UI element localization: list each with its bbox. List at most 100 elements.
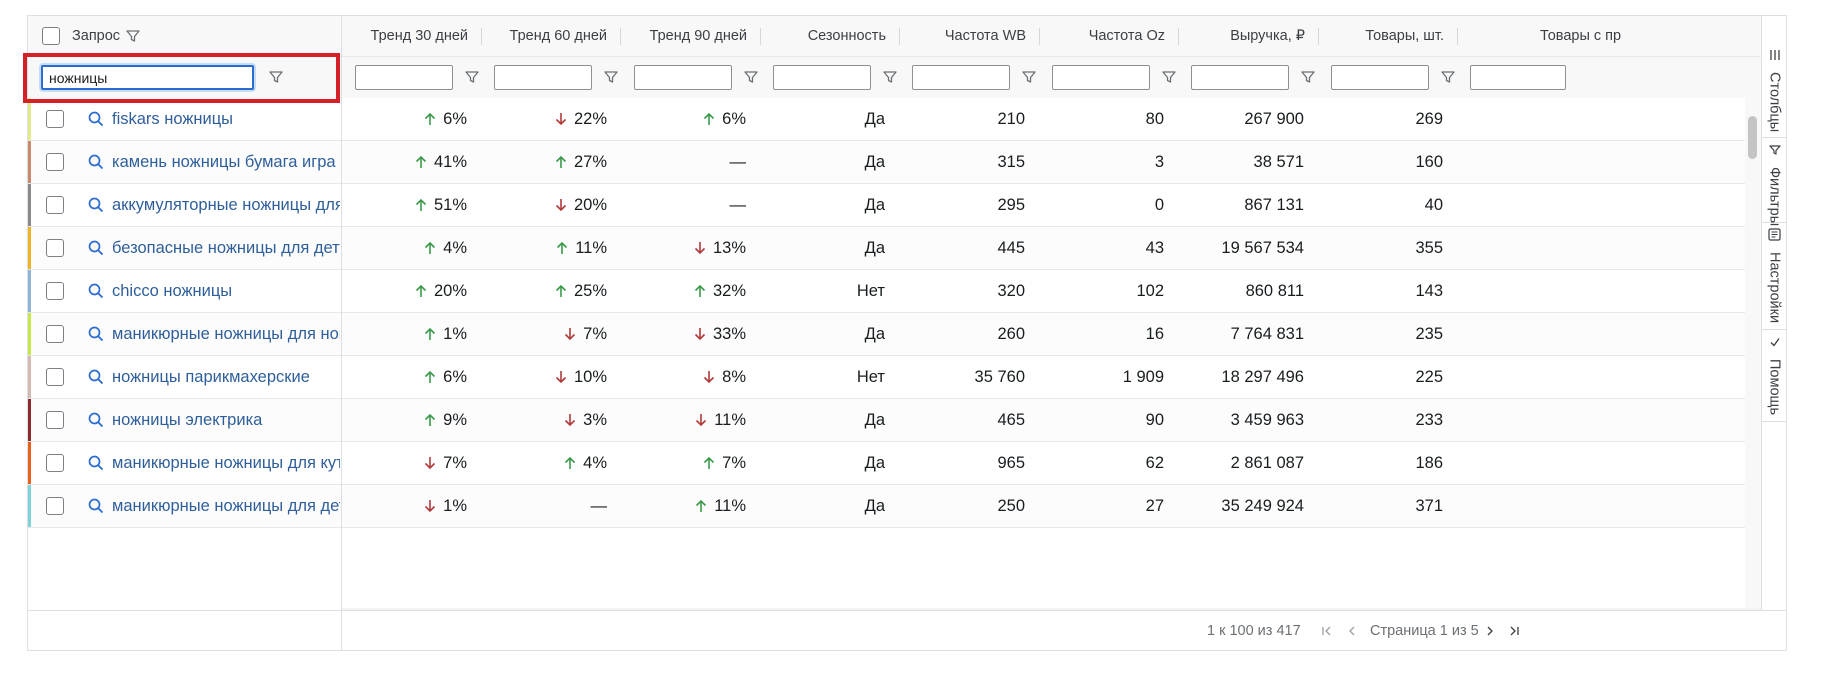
search-icon[interactable] — [88, 412, 104, 428]
filter-icon[interactable] — [268, 69, 284, 85]
table-row[interactable]: маникюрные ножницы для детей 1% — 11% Да 250 2… — [28, 485, 1761, 528]
column-header-season[interactable]: Сезонность — [761, 16, 900, 56]
goods-sales-filter-input[interactable] — [1470, 65, 1566, 90]
query-link[interactable]: камень ножницы бумага игра — [112, 152, 336, 171]
trend90-filter-input[interactable] — [634, 65, 732, 90]
filter-icon[interactable] — [1440, 69, 1456, 85]
last-page-icon[interactable] — [1504, 621, 1524, 641]
table-row[interactable]: аккумуляторные ножницы для травы 51% 20% — Д… — [28, 184, 1761, 227]
column-header-freq-oz[interactable]: Частота Oz — [1040, 16, 1179, 56]
search-icon[interactable] — [88, 498, 104, 514]
vertical-scrollbar[interactable] — [1745, 98, 1761, 608]
filter-icon[interactable] — [1300, 69, 1316, 85]
filter-icon[interactable] — [1021, 69, 1037, 85]
query-cell[interactable]: ножницы электрика — [88, 399, 340, 441]
side-button-settings[interactable]: Настройки — [1762, 222, 1786, 330]
table-row[interactable]: маникюрные ножницы для кутикулы 7% 4% 7% Да 9… — [28, 442, 1761, 485]
trend30-filter-input[interactable] — [355, 65, 453, 90]
query-link[interactable]: chicco ножницы — [112, 281, 233, 300]
side-button-filters[interactable]: Фильтры — [1762, 137, 1786, 226]
column-header-goods[interactable]: Товары, шт. — [1319, 16, 1458, 56]
column-resize-handle[interactable] — [1178, 28, 1179, 45]
query-cell[interactable]: аккумуляторные ножницы для травы — [88, 184, 340, 226]
query-filter-input[interactable] — [41, 65, 254, 90]
freq-oz-filter-input[interactable] — [1052, 65, 1150, 90]
search-icon[interactable] — [88, 283, 104, 299]
row-checkbox[interactable] — [46, 411, 64, 429]
column-resize-handle[interactable] — [620, 28, 621, 45]
query-cell[interactable]: маникюрные ножницы для кутикулы — [88, 442, 340, 484]
column-resize-handle[interactable] — [899, 28, 900, 45]
query-cell[interactable]: маникюрные ножницы для детей — [88, 485, 340, 527]
query-cell[interactable]: chicco ножницы — [88, 270, 340, 312]
row-checkbox[interactable] — [46, 110, 64, 128]
side-button-help[interactable]: Помощь — [1762, 329, 1786, 422]
query-link[interactable]: маникюрные ножницы для кутикулы — [112, 453, 340, 472]
table-row[interactable]: ножницы парикмахерские 6% 10% 8% Нет 35 760 1 … — [28, 356, 1761, 399]
search-icon[interactable] — [88, 197, 104, 213]
search-icon[interactable] — [88, 240, 104, 256]
trend60-filter-input[interactable] — [494, 65, 592, 90]
filter-icon[interactable] — [464, 69, 480, 85]
column-resize-handle[interactable] — [1457, 28, 1458, 45]
side-button-columns[interactable]: Столбцы — [1762, 42, 1786, 138]
row-checkbox[interactable] — [46, 196, 64, 214]
column-header-query[interactable]: Запрос — [28, 16, 341, 56]
search-icon[interactable] — [88, 154, 104, 170]
query-link[interactable]: ножницы электрика — [112, 410, 263, 429]
search-icon[interactable] — [88, 326, 104, 342]
freq-wb-cell: 465 — [997, 399, 1025, 441]
column-header-trend30[interactable]: Тренд 30 дней — [342, 16, 482, 56]
table-row[interactable]: безопасные ножницы для детей 4% 11% 13% Да 44… — [28, 227, 1761, 270]
next-page-icon[interactable] — [1480, 621, 1500, 641]
query-cell[interactable]: маникюрные ножницы для ногтей — [88, 313, 340, 355]
query-cell[interactable]: fiskars ножницы — [88, 98, 340, 140]
goods-filter-input[interactable] — [1331, 65, 1429, 90]
query-link[interactable]: маникюрные ножницы для детей — [112, 496, 340, 515]
row-checkbox[interactable] — [46, 454, 64, 472]
column-header-trend90[interactable]: Тренд 90 дней — [621, 16, 761, 56]
query-cell[interactable]: безопасные ножницы для детей — [88, 227, 340, 269]
row-checkbox[interactable] — [46, 325, 64, 343]
select-all-checkbox[interactable] — [42, 27, 60, 45]
season-filter-input[interactable] — [773, 65, 871, 90]
column-header-revenue[interactable]: Выручка, ₽ — [1179, 16, 1319, 56]
search-icon[interactable] — [88, 369, 104, 385]
revenue-filter-input[interactable] — [1191, 65, 1289, 90]
query-link[interactable]: fiskars ножницы — [112, 109, 234, 128]
column-header-freq-wb[interactable]: Частота WB — [900, 16, 1040, 56]
table-row[interactable]: ножницы электрика 9% 3% 11% Да 465 90 3 459 963… — [28, 399, 1761, 442]
query-link[interactable]: маникюрные ножницы для ногтей — [112, 324, 340, 343]
column-resize-handle[interactable] — [1318, 28, 1319, 45]
row-checkbox[interactable] — [46, 282, 64, 300]
first-page-icon[interactable] — [1317, 621, 1337, 641]
row-checkbox[interactable] — [46, 153, 64, 171]
column-resize-handle[interactable] — [481, 28, 482, 45]
freq-wb-filter-input[interactable] — [912, 65, 1010, 90]
query-link[interactable]: безопасные ножницы для детей — [112, 238, 340, 257]
column-header-goods-sales[interactable]: Товары с пр — [1458, 16, 1761, 56]
column-resize-handle[interactable] — [1039, 28, 1040, 45]
vertical-scrollbar-thumb[interactable] — [1748, 116, 1757, 159]
row-checkbox[interactable] — [46, 368, 64, 386]
query-cell[interactable]: камень ножницы бумага игра — [88, 141, 340, 183]
search-icon[interactable] — [88, 111, 104, 127]
column-header-trend60[interactable]: Тренд 60 дней — [482, 16, 621, 56]
previous-page-icon[interactable] — [1342, 621, 1362, 641]
filter-active-icon[interactable] — [126, 29, 140, 43]
table-row[interactable]: маникюрные ножницы для ногтей 1% 7% 33% Да 26… — [28, 313, 1761, 356]
row-checkbox[interactable] — [46, 497, 64, 515]
filter-icon[interactable] — [1161, 69, 1177, 85]
table-row[interactable]: chicco ножницы 20% 25% 32% Нет 320 102 860 811 1… — [28, 270, 1761, 313]
query-link[interactable]: аккумуляторные ножницы для травы — [112, 195, 340, 214]
filter-icon[interactable] — [882, 69, 898, 85]
row-checkbox[interactable] — [46, 239, 64, 257]
query-link[interactable]: ножницы парикмахерские — [112, 367, 310, 386]
filter-icon[interactable] — [603, 69, 619, 85]
column-resize-handle[interactable] — [760, 28, 761, 45]
table-row[interactable]: fiskars ножницы 6% 22% 6% Да 210 80 267 900 269 — [28, 98, 1761, 141]
table-row[interactable]: камень ножницы бумага игра 41% 27% — Да 315 3 3… — [28, 141, 1761, 184]
query-cell[interactable]: ножницы парикмахерские — [88, 356, 340, 398]
search-icon[interactable] — [88, 455, 104, 471]
filter-icon[interactable] — [743, 69, 759, 85]
